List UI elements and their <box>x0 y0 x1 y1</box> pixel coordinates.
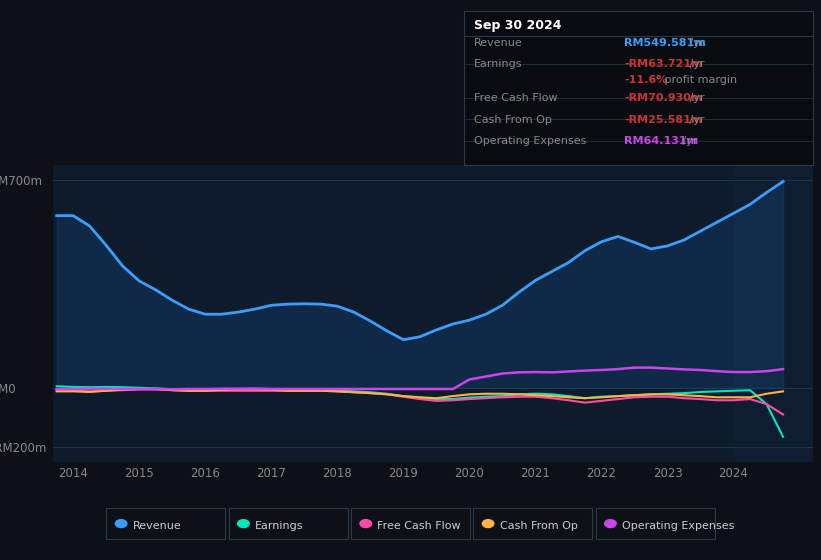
Text: Earnings: Earnings <box>255 521 304 531</box>
Text: Cash From Op: Cash From Op <box>499 521 577 531</box>
Text: -11.6%: -11.6% <box>624 75 667 85</box>
Text: /yr: /yr <box>686 59 704 69</box>
Text: /yr: /yr <box>686 115 704 124</box>
Bar <box>733 165 813 462</box>
Text: RM64.131m: RM64.131m <box>624 136 698 146</box>
Text: Cash From Op: Cash From Op <box>474 115 552 124</box>
Text: /yr: /yr <box>686 94 704 103</box>
Text: Revenue: Revenue <box>133 521 181 531</box>
Text: RM549.581m: RM549.581m <box>624 38 706 48</box>
Text: Sep 30 2024: Sep 30 2024 <box>474 19 562 32</box>
Text: /yr: /yr <box>680 136 698 146</box>
Text: /yr: /yr <box>686 38 704 48</box>
Text: -RM63.721m: -RM63.721m <box>624 59 703 69</box>
Text: Operating Expenses: Operating Expenses <box>622 521 734 531</box>
Text: Free Cash Flow: Free Cash Flow <box>474 94 557 103</box>
Text: Free Cash Flow: Free Cash Flow <box>378 521 461 531</box>
Text: Operating Expenses: Operating Expenses <box>474 136 586 146</box>
Text: profit margin: profit margin <box>661 75 737 85</box>
Text: -RM25.581m: -RM25.581m <box>624 115 702 124</box>
Text: Revenue: Revenue <box>474 38 522 48</box>
Text: Earnings: Earnings <box>474 59 522 69</box>
Text: -RM70.930m: -RM70.930m <box>624 94 702 103</box>
